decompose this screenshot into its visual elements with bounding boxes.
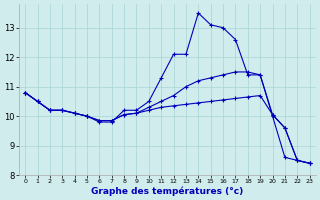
X-axis label: Graphe des températures (°c): Graphe des températures (°c) (91, 186, 244, 196)
